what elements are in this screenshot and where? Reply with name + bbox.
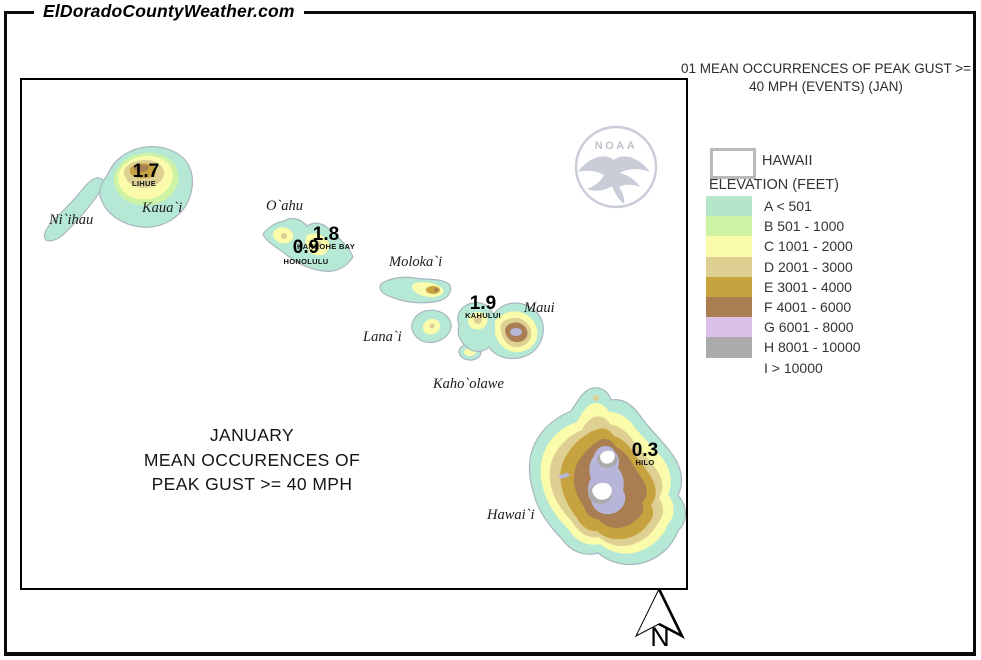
noaa-logo-text: NOAA: [594, 140, 638, 152]
caption-line1: JANUARY: [209, 425, 295, 445]
map-title-line1: 01 MEAN OCCURRENCES OF PEAK GUST >=: [680, 61, 972, 76]
site-title: ElDoradoCountyWeather.com: [34, 1, 304, 22]
island-lanai: [411, 309, 452, 344]
legend-row: H 8001 - 10000: [706, 337, 861, 358]
legend-swatch-h: [706, 337, 752, 358]
legend-row: C 1001 - 2000: [706, 236, 861, 257]
legend-label-i: I > 10000: [764, 359, 823, 376]
hawaii-extent-swatch: [710, 148, 756, 179]
station-value-kaneohe: 1.8: [312, 224, 340, 245]
map-title-line2: 40 MPH (EVENTS) (JAN): [749, 78, 903, 94]
label-maui: Maui: [524, 300, 555, 316]
label-oahu: O`ahu: [266, 198, 304, 214]
legend-label-h: H 8001 - 10000: [764, 339, 861, 356]
legend-swatch-g: [706, 317, 752, 338]
station-name-kaneohe: KANEOHE BAY: [296, 242, 356, 251]
legend-label-d: D 2001 - 3000: [764, 258, 853, 275]
legend-row: E 3001 - 4000: [706, 276, 861, 297]
label-lanai: Lana`i: [363, 329, 402, 345]
station-name-lihue: LIHUE: [132, 179, 156, 188]
station-value-hilo: 0.3: [631, 440, 659, 461]
legend-label-b: B 501 - 1000: [764, 218, 845, 235]
legend-label-c: C 1001 - 2000: [764, 238, 853, 255]
label-niihau: Ni`ihau: [49, 212, 94, 228]
map-title: 01 MEAN OCCURRENCES OF PEAK GUST >= 40 M…: [676, 60, 976, 95]
legend-row: B 501 - 1000: [706, 216, 861, 237]
legend-row: I > 10000: [706, 357, 861, 378]
north-arrow-label: N: [650, 622, 670, 652]
legend-row: D 2001 - 3000: [706, 256, 861, 277]
island-molokai: [379, 276, 452, 304]
station-name-kahului: KAHULUI: [465, 311, 501, 320]
label-molokai: Moloka`i: [389, 254, 443, 270]
legend-label-g: G 6001 - 8000: [764, 319, 854, 336]
island-hawaii: [528, 387, 686, 566]
legend-swatch-e: [706, 276, 752, 297]
legend-swatch-d: [706, 256, 752, 277]
legend-label-e: E 3001 - 4000: [764, 278, 852, 295]
legend-label-a: A < 501: [764, 198, 812, 215]
island-niihau: [43, 177, 104, 242]
legend-swatch-i: [706, 357, 752, 378]
island-kauai: [99, 146, 194, 228]
elevation-legend: A < 501 B 501 - 1000 C 1001 - 2000 D 200…: [706, 196, 861, 378]
station-value-honolulu: 0.9: [292, 237, 320, 258]
north-arrow-icon: [634, 587, 685, 639]
caption-line3: PEAK GUST >= 40 MPH: [151, 474, 353, 494]
map-caption: JANUARY MEAN OCCURENCES OF PEAK GUST >= …: [126, 423, 378, 497]
noaa-logo-icon: [574, 125, 658, 209]
station-value-kahului: 1.9: [469, 293, 497, 314]
legend-swatch-a: [706, 196, 752, 217]
label-hawaii: Hawai`i: [487, 507, 535, 523]
legend-swatch-f: [706, 296, 752, 318]
label-kahoolawe: Kaho`olawe: [433, 376, 504, 392]
station-value-lihue: 1.7: [132, 161, 160, 182]
islands-graphic: [43, 125, 686, 566]
legend-row: G 6001 - 8000: [706, 317, 861, 338]
map-panel: NOAA Ni`ihau Kaua`i O`ahu Moloka`i Lana`…: [20, 78, 688, 590]
island-maui: [457, 302, 544, 360]
legend-swatch-b: [706, 216, 752, 237]
island-oahu: [262, 217, 354, 272]
station-name-honolulu: HONOLULU: [283, 257, 329, 266]
caption-line2: MEAN OCCURENCES OF: [143, 449, 361, 470]
station-name-hilo: HILO: [635, 458, 655, 467]
hawaii-label: HAWAII: [762, 153, 813, 169]
legend-swatch-c: [706, 236, 752, 257]
legend-row: F 4001 - 6000: [706, 296, 861, 318]
elevation-legend-title: ELEVATION (FEET): [709, 177, 839, 193]
legend-label-f: F 4001 - 6000: [764, 299, 852, 316]
label-kauai: Kaua`i: [142, 200, 183, 216]
legend-row: A < 501: [706, 196, 861, 217]
